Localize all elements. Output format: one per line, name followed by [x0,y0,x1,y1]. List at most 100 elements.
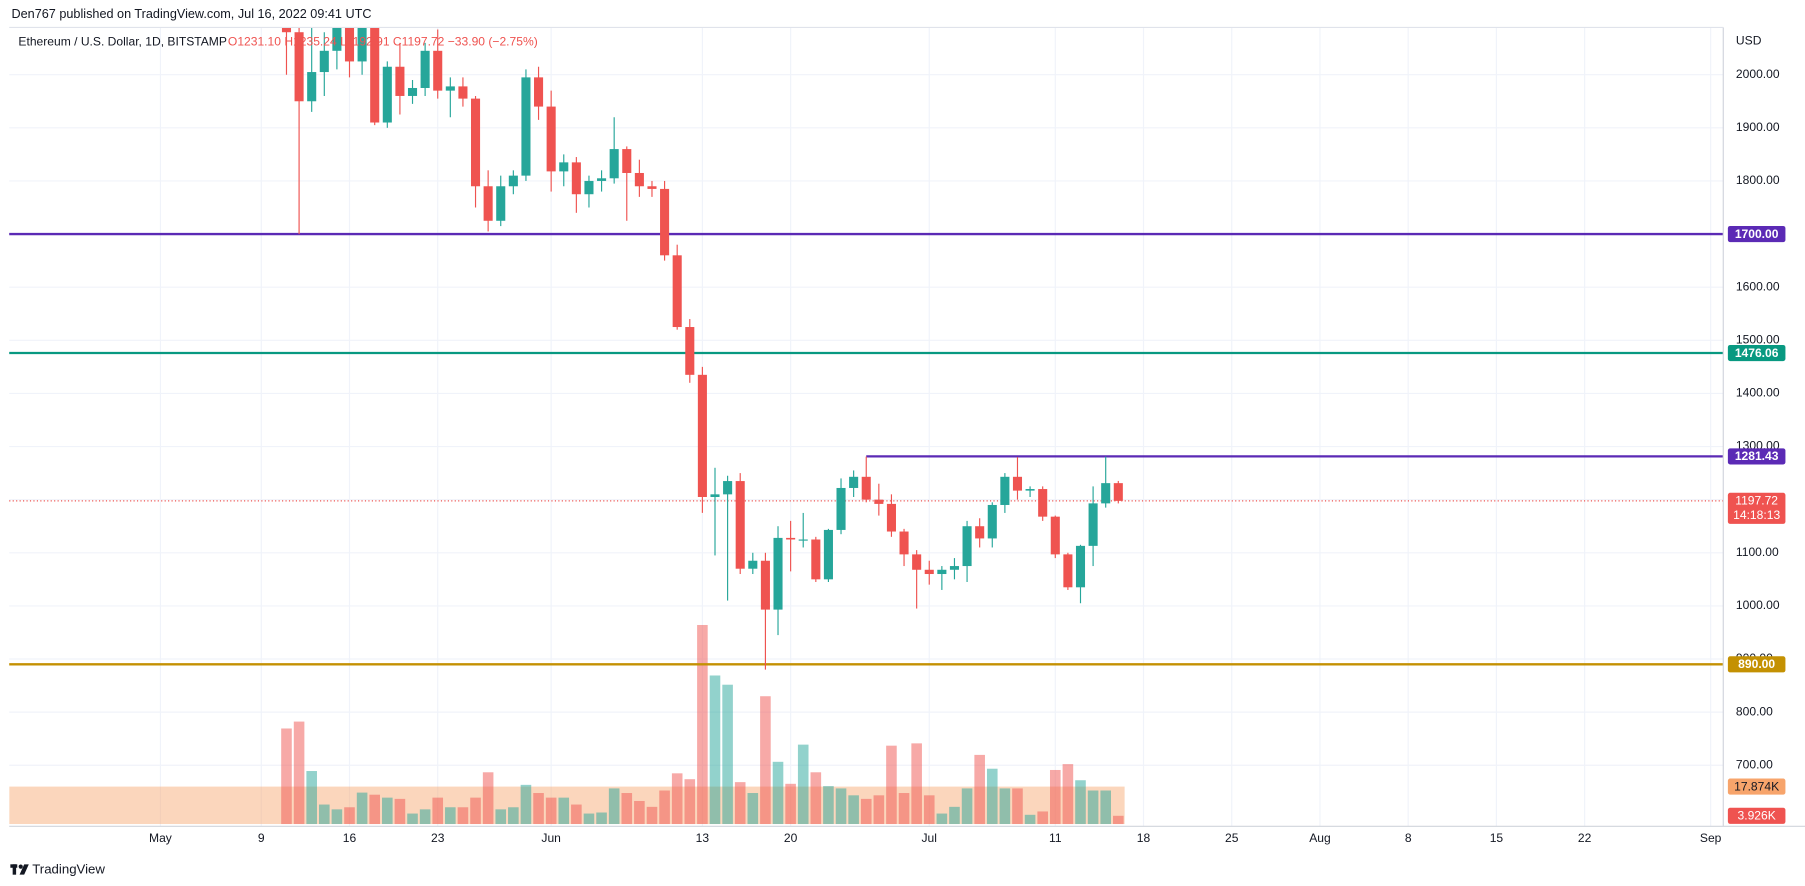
x-tick-label: Aug [1309,831,1331,845]
volume-bar [482,772,494,825]
volume-bar [986,768,998,825]
level-label: 890.00 [1738,657,1775,671]
x-tick-label: 20 [784,831,798,845]
y-tick-label: 800.00 [1736,704,1773,718]
volume-bar [1062,764,1074,825]
volume-bar [533,793,544,825]
candle-body [571,162,581,195]
candle-body [937,569,947,575]
volume-bar [949,806,960,825]
volume-last-label: 3.926K [1738,809,1776,823]
x-tick-label: Jul [922,831,937,845]
candle-body [1050,516,1060,555]
level-label: 1700.00 [1735,227,1779,241]
volume-bar [898,793,910,825]
candle-body [508,175,518,187]
volume-bar [974,754,985,825]
brand: TradingView [10,862,105,877]
volume-bar [961,788,973,825]
volume-bar [835,788,847,825]
last-price-label: 1197.72 [1735,494,1778,508]
volume-bar [596,812,607,825]
volume-bar [936,813,948,825]
candle-body [281,27,292,33]
volume-bar [747,793,759,825]
volume-bar [659,790,670,825]
brand-name: TradingView [32,862,105,877]
volume-bar [848,795,859,825]
candle-body [458,86,468,99]
volume-bar [306,771,317,825]
volume-bar [722,684,733,825]
last-price-box [1727,492,1786,524]
volume-bar [608,788,620,825]
candle-body [294,32,304,102]
volume-pane [9,624,1125,825]
volume-bar [356,792,368,825]
price-label-box [1727,656,1786,673]
x-tick-label: 25 [1225,831,1239,845]
x-tick-label: 18 [1137,831,1151,845]
volume-bar [445,807,456,825]
candle-body [786,537,796,540]
candle-body [710,494,720,497]
volume-bar [520,784,532,825]
volume-bar [999,788,1011,825]
volume-bar [571,804,582,825]
x-tick-label: Sep [1700,831,1722,845]
candle-body [622,149,632,173]
candle-body [685,327,695,375]
candle-body [521,77,531,176]
candle-body [697,374,707,497]
candle-body [899,531,909,555]
candle-body [1088,503,1098,546]
candle-body [962,526,972,567]
candle-body [609,149,619,179]
volume-bar [281,728,292,825]
logo-mark [18,864,23,869]
candle-body [344,27,355,62]
volume-bar [860,798,872,825]
candle-body [748,560,758,569]
candle-body [1075,545,1086,588]
candle-body [949,566,959,570]
candle-body [1012,476,1023,491]
candle-body [861,476,871,500]
volume-bar [709,675,721,825]
volume-bar [785,783,796,825]
volume-bar [369,794,381,825]
candle-body [407,87,418,96]
x-tick-label: 8 [1405,831,1412,845]
volume-bar [407,813,418,825]
volume-bar [772,761,784,825]
candle-body [470,98,481,187]
x-tick-label: 16 [343,831,357,845]
candle-body [307,72,317,102]
volume-bar [1049,769,1061,825]
x-tick-label: 15 [1490,831,1504,845]
price-labels: 1700.00 1476.06 1281.43 890.00 1197.7214:18:… [1727,226,1786,824]
volume-bar [344,807,355,825]
candles [281,27,1123,670]
candle-body [723,481,733,495]
candle-body [597,178,607,181]
volume-bar [646,806,658,825]
candle-body [924,569,934,575]
candle-body [559,162,569,172]
candle-body [584,180,594,195]
volume-bar [684,779,696,825]
candle-body [395,66,405,96]
volume-bar [697,624,708,825]
volume-bar [873,795,885,825]
symbol: Ethereum / U.S. Dollar, 1D, BITSTAMP [18,35,227,49]
candle-body [735,481,745,569]
volume-bar [734,782,746,825]
volume-bar [432,797,444,825]
volume-bar [1037,811,1048,825]
volume-last-box [1727,807,1786,824]
volume-bar [508,807,519,825]
volume-bar [911,743,922,825]
candle-body [1101,483,1111,504]
volume-bar [1113,815,1124,825]
